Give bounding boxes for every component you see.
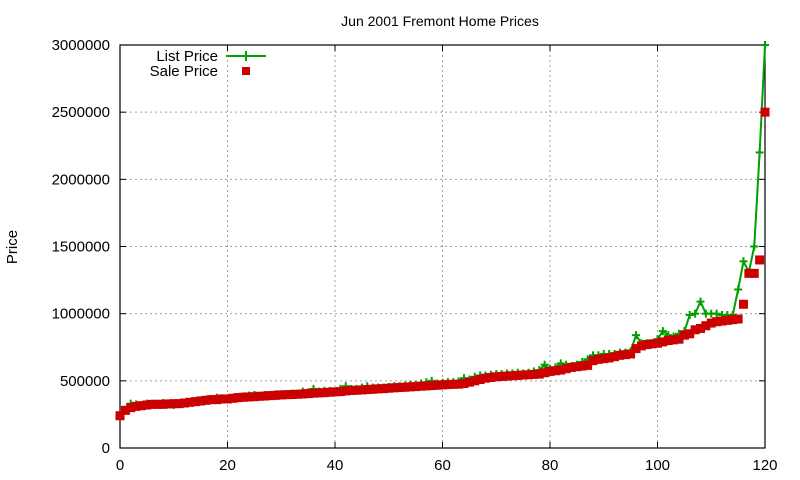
legend: List Price Sale Price [150, 48, 266, 80]
x-tick-label: 60 [434, 457, 451, 474]
x-tick-label: 0 [116, 457, 124, 474]
legend-square-icon [242, 67, 250, 75]
legend-label-list-price: List Price [156, 48, 218, 65]
y-tick-label: 3000000 [52, 37, 110, 54]
x-tick-label: 20 [219, 457, 236, 474]
y-tick-label: 500000 [60, 373, 110, 390]
legend-label-sale-price: Sale Price [150, 63, 218, 80]
chart-title: Jun 2001 Fremont Home Prices [341, 13, 539, 29]
x-tick-label: 100 [645, 457, 670, 474]
series-sale-price [115, 107, 770, 421]
y-axis-label: Price [4, 230, 21, 264]
y-axis-ticks: 0 500000 1000000 1500000 2000000 2500000 30000… [52, 37, 765, 457]
y-tick-label: 0 [102, 440, 110, 457]
x-tick-label: 80 [542, 457, 559, 474]
legend-plus-icon [241, 51, 251, 61]
y-tick-label: 2500000 [52, 104, 110, 121]
x-tick-label: 120 [752, 457, 777, 474]
y-tick-label: 1000000 [52, 306, 110, 323]
x-tick-label: 40 [327, 457, 344, 474]
x-axis-ticks: 0 20 40 60 80 100 120 [116, 45, 778, 474]
y-tick-label: 2000000 [52, 171, 110, 188]
y-tick-label: 1500000 [52, 239, 110, 256]
